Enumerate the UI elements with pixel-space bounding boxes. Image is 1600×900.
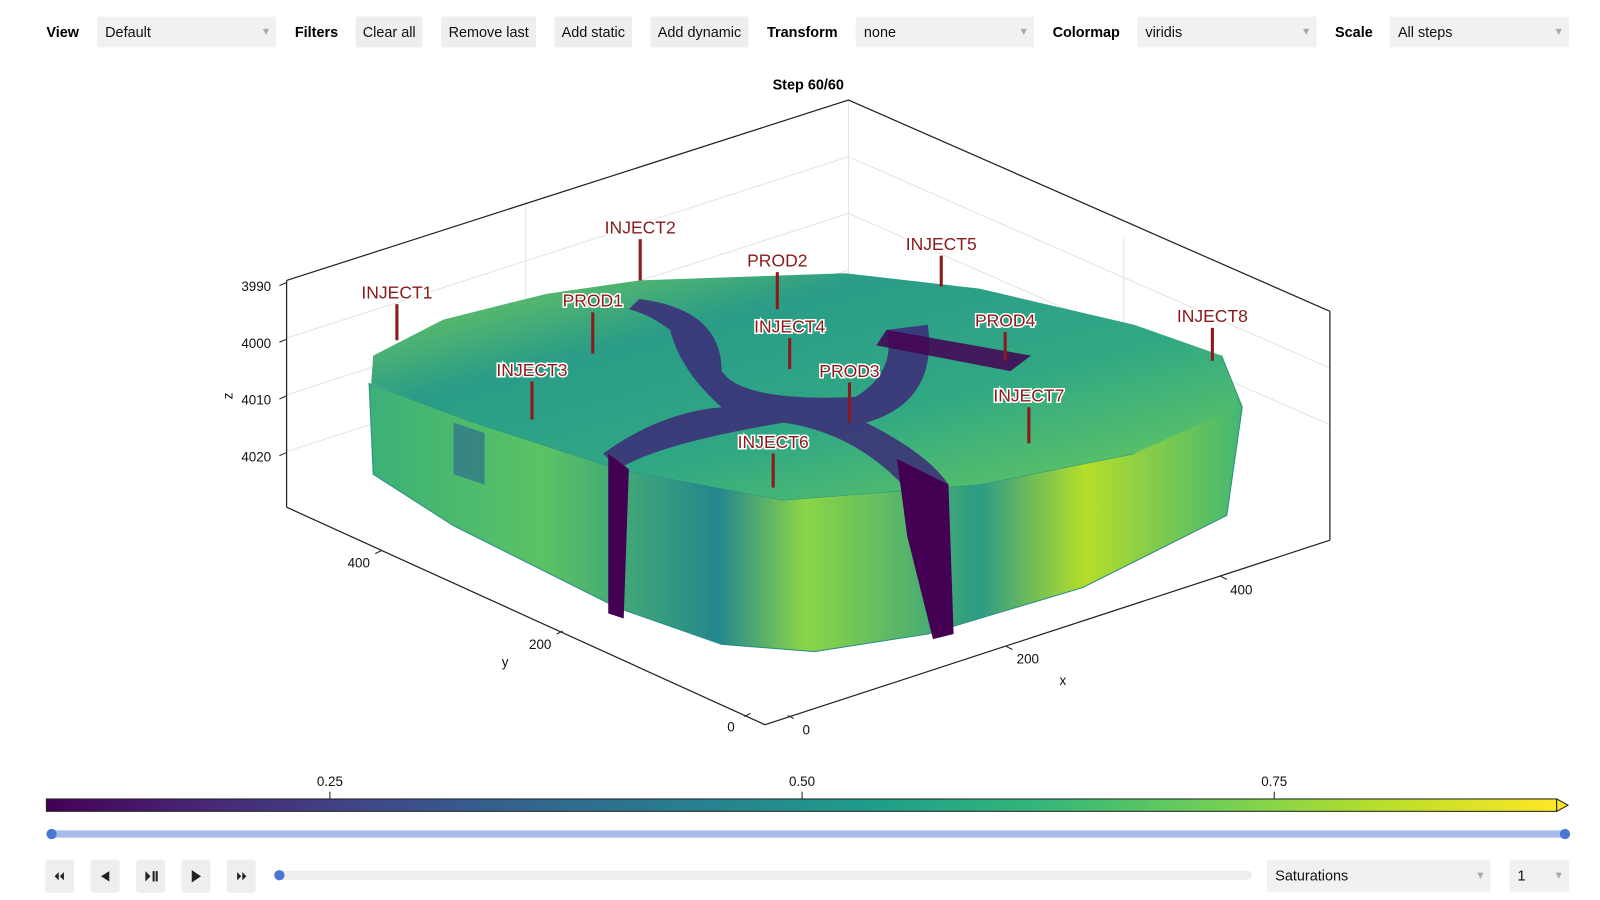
colorbar (45, 798, 1570, 813)
reservoir (368, 273, 1243, 653)
well-label: INJECT3 (496, 360, 567, 380)
z-tick (279, 395, 287, 400)
scale-select[interactable] (1389, 16, 1570, 48)
well-label: INJECT5 (906, 234, 977, 254)
x-tick (1220, 575, 1228, 580)
plot-title: Step 60/60 (773, 77, 844, 93)
z-axis-label: z (220, 392, 235, 399)
colormap-select-value: viridis (1145, 25, 1182, 41)
well-label: PROD3 (819, 361, 879, 381)
axes-frame (285, 99, 1331, 726)
y-tick-label: 400 (348, 555, 370, 570)
well-label: INJECT2 (605, 217, 676, 237)
transform-select[interactable] (855, 16, 1035, 48)
filter-button-label: Add dynamic (658, 25, 741, 41)
well-label: INJECT8 (1177, 306, 1248, 326)
z-tick-label: 4000 (241, 336, 271, 351)
well-label: PROD1 (563, 291, 623, 311)
well-label: INJECT4 (754, 316, 825, 336)
well-label: INJECT7 (993, 386, 1064, 406)
dropdown-arrow (1303, 28, 1310, 36)
colorbar-tick-label: 0.75 (1261, 774, 1287, 789)
z-tick (279, 282, 287, 287)
z-tick-label: 4020 (241, 449, 271, 464)
field-select-value: Saturations (1275, 869, 1348, 885)
well-label: INJECT1 (361, 282, 432, 302)
z-tick-label: 3990 (241, 279, 271, 294)
z-tick (279, 452, 287, 457)
x-tick (1005, 645, 1013, 650)
filter-button-label: Clear all (363, 25, 416, 41)
dropdown-arrow (1477, 872, 1484, 879)
y-tick (556, 630, 564, 635)
dropdown-arrow (1020, 28, 1027, 36)
x-tick (787, 715, 795, 720)
filter-button-label: Remove last (449, 25, 529, 41)
filters-label: Filters (295, 25, 338, 41)
dropdown-arrow (262, 28, 270, 36)
filter-button[interactable] (441, 16, 537, 48)
y-tick-label: 200 (529, 637, 551, 652)
field-select[interactable] (1267, 859, 1491, 892)
playback-buttons[interactable] (45, 859, 256, 893)
view-select-value: Default (105, 25, 151, 41)
time-slider[interactable] (46, 828, 1571, 840)
z-tick-label: 4010 (241, 393, 271, 408)
filter-button[interactable] (554, 16, 632, 48)
colorbar-tick-label: 0.25 (317, 774, 343, 789)
well-label: PROD4 (975, 310, 1036, 330)
dropdown-arrow (1555, 28, 1562, 36)
y-axis-label: y (502, 654, 509, 669)
colormap-label: Colormap (1053, 25, 1120, 41)
index-select-value: 1 (1518, 869, 1526, 885)
y-tick (744, 712, 751, 717)
colormap-select[interactable] (1137, 16, 1317, 48)
transform-label: Transform (767, 25, 838, 41)
filter-button[interactable] (355, 16, 423, 48)
z-tick (279, 338, 287, 343)
dropdown-arrow (1555, 872, 1562, 879)
scale-label: Scale (1335, 25, 1373, 41)
index-select[interactable] (1509, 859, 1570, 892)
well-label: PROD2 (747, 250, 807, 270)
y-tick-label: 0 (727, 719, 734, 734)
x-axis-label: x (1060, 673, 1067, 688)
x-tick-label: 0 (802, 722, 809, 737)
well-label: INJECT6 (738, 432, 809, 452)
view-select[interactable] (96, 16, 277, 48)
view-label: View (46, 25, 79, 41)
colorbar-tick-label: 0.50 (789, 774, 815, 789)
y-tick (375, 550, 382, 555)
x-tick-label: 200 (1017, 651, 1039, 666)
x-tick-label: 400 (1230, 582, 1252, 597)
filter-button[interactable] (650, 16, 749, 48)
step-slider[interactable] (273, 870, 1253, 881)
scale-select-value: All steps (1398, 25, 1453, 41)
transform-select-value: none (864, 25, 896, 41)
filter-button-label: Add static (562, 25, 625, 41)
